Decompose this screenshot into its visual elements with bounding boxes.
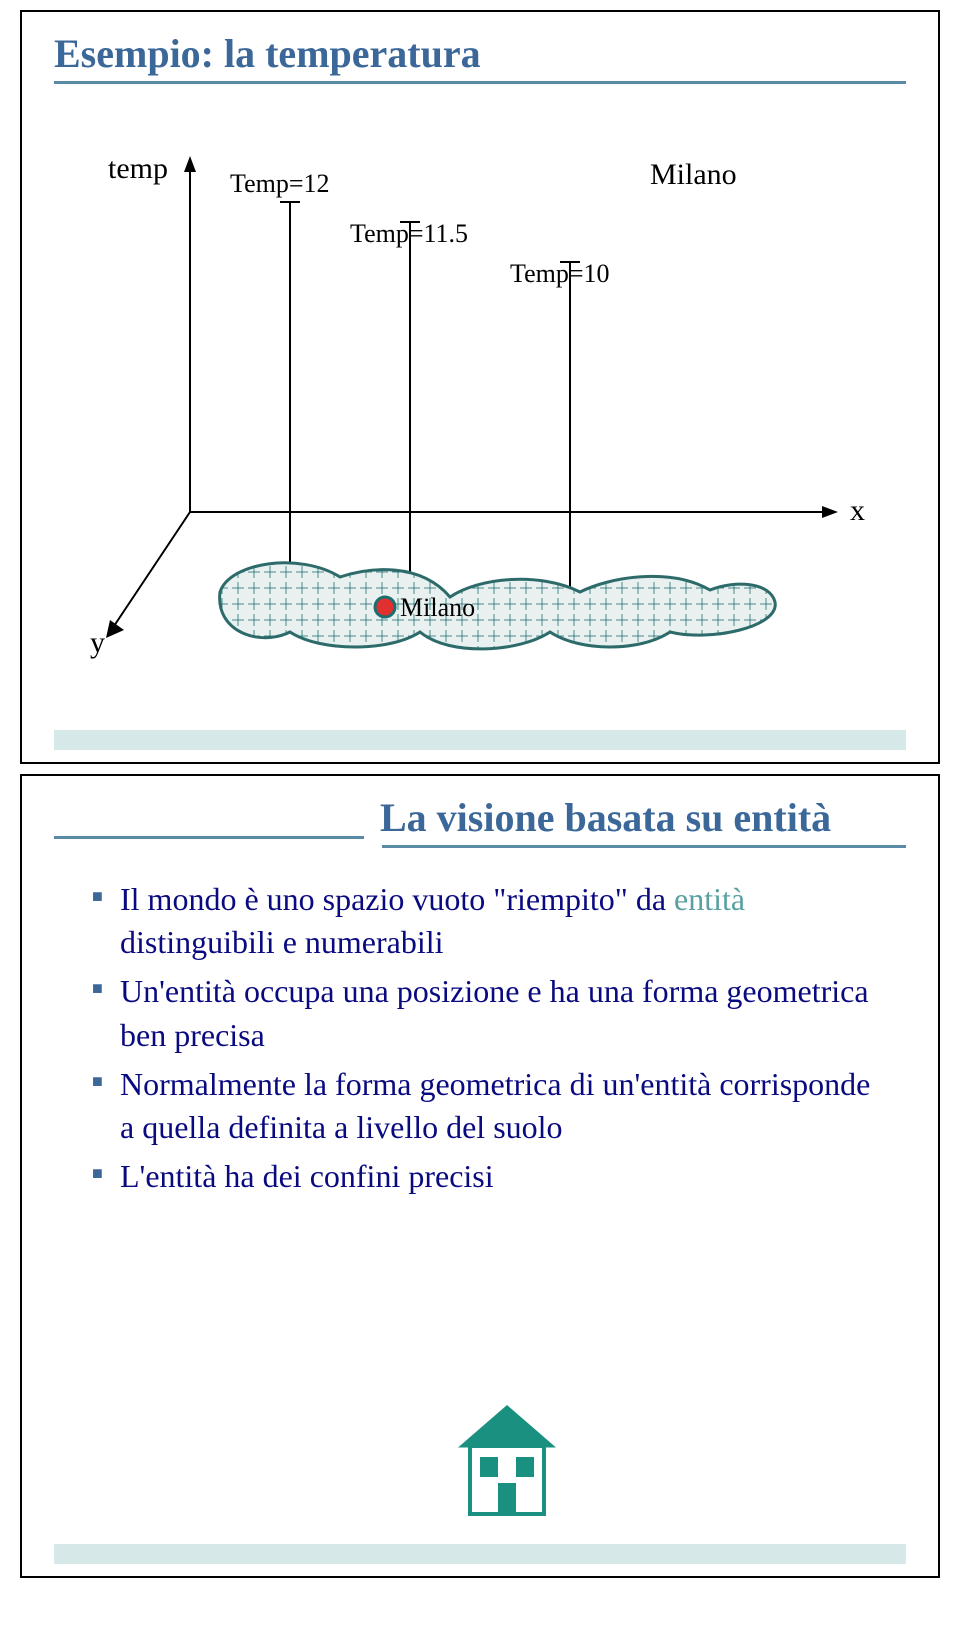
temp-bar-label: Temp=11.5: [350, 219, 468, 248]
bullet-item: L'entità ha dei confini precisi: [92, 1155, 888, 1198]
region-shape: [220, 563, 776, 649]
bullet-item: Il mondo è uno spazio vuoto "riempito" d…: [92, 878, 888, 964]
slide1-title: Esempio: la temperatura: [22, 12, 938, 81]
footer-bar: [54, 1544, 906, 1564]
footer-bar: [54, 730, 906, 750]
title-underline: [54, 81, 906, 84]
slide2-title: La visione basata su entità: [380, 794, 831, 841]
title-left-line: [54, 836, 364, 839]
chart-top-right-label: Milano: [650, 158, 737, 191]
house-icon: [452, 1401, 562, 1526]
bullet-list: Il mondo è uno spazio vuoto "riempito" d…: [92, 878, 888, 1198]
temperature-chart: Temp=12 Temp=11.5 Temp=10 temp x y: [70, 132, 910, 692]
axis-y-label: y: [90, 626, 105, 659]
region-label: Milano: [400, 593, 475, 622]
temp-bar-label: Temp=12: [230, 169, 330, 198]
temp-bar-label: Temp=10: [510, 259, 610, 288]
city-marker: [375, 597, 395, 617]
slide-entity-view: La visione basata su entità Il mondo è u…: [20, 774, 940, 1578]
axis-x-label: x: [850, 494, 865, 527]
title-right-underline: [382, 845, 906, 848]
axis-temp-label: temp: [108, 152, 168, 185]
bullet-item: Normalmente la forma geometrica di un'en…: [92, 1063, 888, 1149]
bullet-item: Un'entità occupa una posizione e ha una …: [92, 970, 888, 1056]
slide-temperature: Esempio: la temperatura Temp=12 Temp=11.5…: [20, 10, 940, 764]
